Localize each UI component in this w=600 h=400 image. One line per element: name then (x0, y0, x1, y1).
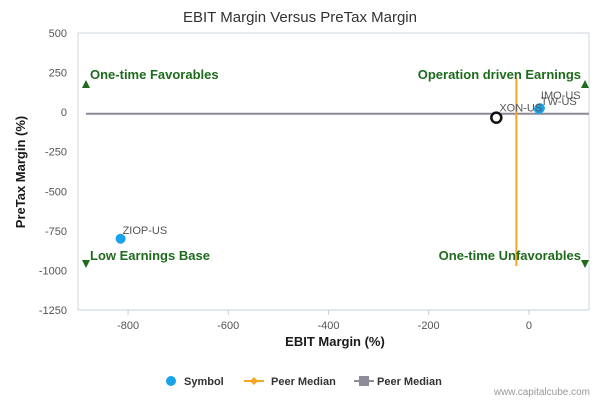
y-axis-title: PreTax Margin (%) (13, 116, 28, 228)
quadrant-bottom-right-label: One-time Unfavorables (439, 248, 581, 263)
data-point-label: TW-US (541, 96, 577, 108)
chart-title: EBIT Margin Versus PreTax Margin (183, 9, 417, 26)
quadrant-bottom-left-label: Low Earnings Base (90, 248, 210, 263)
y-tick-label: -1250 (39, 305, 67, 317)
y-tick-label: -1000 (39, 265, 67, 277)
x-axis-title: EBIT Margin (%) (285, 334, 385, 349)
quadrant-top-left-label: One-time Favorables (90, 67, 219, 82)
y-tick-label: 0 (61, 107, 67, 119)
legend-peer-median-diamond-icon (250, 377, 258, 385)
data-point[interactable] (115, 233, 126, 244)
x-axis-ticks: -800 -600 -400 -200 0 (117, 310, 532, 332)
x-tick-label: -200 (418, 320, 440, 332)
x-tick-label: 0 (526, 320, 532, 332)
y-tick-label: -250 (45, 147, 67, 159)
data-point[interactable] (533, 103, 544, 114)
credit-text: www.capitalcube.com (493, 387, 590, 398)
data-point-label: ZIOP-US (123, 225, 168, 237)
subject-data-point[interactable] (490, 111, 503, 124)
legend-symbol-marker (166, 376, 176, 386)
median-lines (86, 78, 589, 266)
y-tick-label: 250 (49, 68, 67, 80)
legend[interactable]: Symbol Peer Median Peer Median (166, 376, 442, 388)
x-tick-label: -400 (317, 320, 339, 332)
quadrant-marker-top-right-icon (581, 80, 589, 88)
legend-peer-median-label[interactable]: Peer Median (271, 376, 336, 388)
quadrant-labels: One-time Favorables Operation driven Earn… (82, 67, 589, 268)
y-tick-label: 500 (49, 28, 67, 40)
data-point-label: IMO-US (541, 90, 581, 102)
legend-peer-median-label-2[interactable]: Peer Median (377, 376, 442, 388)
plot-area (77, 32, 590, 311)
quadrant-marker-bottom-right-icon (581, 260, 589, 268)
quadrant-top-right-label: Operation driven Earnings (418, 67, 581, 82)
subject-point-label: XON-US (499, 103, 542, 115)
quadrant-marker-bottom-left-icon (82, 260, 90, 268)
y-tick-label: -500 (45, 186, 67, 198)
y-tick-label: -750 (45, 226, 67, 238)
x-tick-label: -800 (117, 320, 139, 332)
legend-peer-median-square-icon (359, 376, 369, 386)
y-axis-ticks: 500 250 0 -250 -500 -750 -1000 -1250 (39, 28, 67, 317)
x-tick-label: -600 (217, 320, 239, 332)
quadrant-marker-top-left-icon (82, 80, 90, 88)
legend-symbol-label[interactable]: Symbol (184, 376, 224, 388)
